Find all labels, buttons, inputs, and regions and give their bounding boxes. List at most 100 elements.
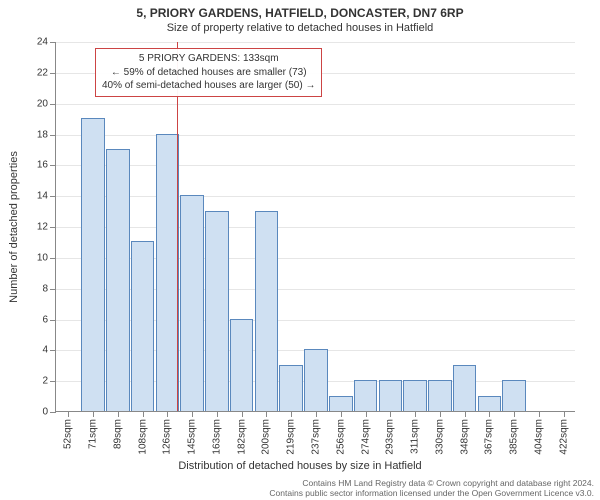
- x-tick: [539, 411, 540, 417]
- y-tick-label: 20: [37, 98, 48, 109]
- y-tick: [50, 258, 56, 259]
- bar: [131, 241, 155, 411]
- x-tick-label: 163sqm: [211, 419, 222, 455]
- x-tick: [143, 411, 144, 417]
- x-tick: [366, 411, 367, 417]
- y-tick: [50, 104, 56, 105]
- y-tick-label: 14: [37, 191, 48, 202]
- bar: [329, 396, 353, 411]
- y-tick: [50, 135, 56, 136]
- x-tick: [192, 411, 193, 417]
- bar: [428, 380, 452, 411]
- gridline: [56, 227, 575, 228]
- gridline: [56, 42, 575, 43]
- bar: [205, 211, 229, 411]
- bar: [255, 211, 279, 411]
- x-tick: [465, 411, 466, 417]
- x-tick-label: 237sqm: [311, 419, 322, 455]
- x-tick: [390, 411, 391, 417]
- bar: [81, 118, 105, 411]
- anno-line-1: 5 PRIORY GARDENS: 133sqm: [102, 52, 315, 66]
- x-tick: [68, 411, 69, 417]
- y-tick: [50, 320, 56, 321]
- bar: [478, 396, 502, 411]
- bar: [453, 365, 477, 411]
- bar: [279, 365, 303, 411]
- x-tick: [415, 411, 416, 417]
- x-tick-label: 200sqm: [261, 419, 272, 455]
- y-axis-label: Number of detached properties: [8, 151, 20, 303]
- y-tick-label: 22: [37, 67, 48, 78]
- y-tick-label: 16: [37, 160, 48, 171]
- y-tick: [50, 196, 56, 197]
- x-tick-label: 404sqm: [533, 419, 544, 455]
- plot-area: 02468101214161820222452sqm71sqm89sqm108s…: [55, 42, 575, 412]
- gridline: [56, 135, 575, 136]
- y-tick-label: 4: [42, 345, 48, 356]
- x-tick-label: 89sqm: [112, 419, 123, 449]
- y-tick-label: 2: [42, 376, 48, 387]
- x-tick-label: 311sqm: [410, 419, 421, 454]
- y-tick-label: 8: [42, 283, 48, 294]
- bar: [230, 319, 254, 412]
- x-tick: [242, 411, 243, 417]
- x-tick: [440, 411, 441, 417]
- bar: [379, 380, 403, 411]
- footer-attribution: Contains HM Land Registry data © Crown c…: [269, 478, 594, 498]
- x-tick-label: 71sqm: [88, 419, 99, 449]
- y-tick: [50, 289, 56, 290]
- bar: [304, 349, 328, 411]
- y-tick-label: 24: [37, 37, 48, 48]
- y-tick-label: 0: [42, 407, 48, 418]
- bar: [502, 380, 526, 411]
- chart-subtitle: Size of property relative to detached ho…: [0, 20, 600, 34]
- x-tick: [564, 411, 565, 417]
- x-tick-label: 293sqm: [385, 419, 396, 455]
- y-tick: [50, 227, 56, 228]
- y-tick-label: 10: [37, 252, 48, 263]
- x-axis-label: Distribution of detached houses by size …: [0, 460, 600, 472]
- y-tick: [50, 381, 56, 382]
- x-tick-label: 52sqm: [63, 419, 74, 449]
- x-tick: [93, 411, 94, 417]
- x-tick: [316, 411, 317, 417]
- y-tick: [50, 350, 56, 351]
- chart-title: 5, PRIORY GARDENS, HATFIELD, DONCASTER, …: [0, 0, 600, 20]
- x-tick-label: 126sqm: [162, 419, 173, 455]
- bar: [403, 380, 427, 411]
- x-tick: [217, 411, 218, 417]
- x-tick: [118, 411, 119, 417]
- x-tick: [291, 411, 292, 417]
- bar: [156, 134, 180, 412]
- y-tick-label: 6: [42, 314, 48, 325]
- reference-line: [177, 42, 178, 411]
- bar: [180, 195, 204, 411]
- y-tick-label: 12: [37, 222, 48, 233]
- footer-line-1: Contains HM Land Registry data © Crown c…: [269, 478, 594, 488]
- x-tick-label: 274sqm: [360, 419, 371, 455]
- y-tick: [50, 412, 56, 413]
- gridline: [56, 104, 575, 105]
- anno-line-3: 40% of semi-detached houses are larger (…: [102, 79, 315, 93]
- x-tick: [266, 411, 267, 417]
- x-tick: [489, 411, 490, 417]
- x-tick-label: 145sqm: [187, 419, 198, 455]
- gridline: [56, 196, 575, 197]
- x-tick: [341, 411, 342, 417]
- y-tick: [50, 42, 56, 43]
- x-tick: [514, 411, 515, 417]
- x-tick-label: 330sqm: [434, 419, 445, 455]
- chart-area: 02468101214161820222452sqm71sqm89sqm108s…: [55, 42, 575, 412]
- x-tick-label: 385sqm: [509, 419, 520, 455]
- x-tick-label: 422sqm: [558, 419, 569, 455]
- bar: [106, 149, 130, 411]
- footer-line-2: Contains public sector information licen…: [269, 488, 594, 498]
- y-tick-label: 18: [37, 129, 48, 140]
- x-tick-label: 108sqm: [137, 419, 148, 455]
- y-tick: [50, 165, 56, 166]
- x-tick-label: 219sqm: [286, 419, 297, 455]
- gridline: [56, 165, 575, 166]
- anno-line-2: ← 59% of detached houses are smaller (73…: [102, 66, 315, 80]
- x-tick-label: 348sqm: [459, 419, 470, 455]
- y-tick: [50, 73, 56, 74]
